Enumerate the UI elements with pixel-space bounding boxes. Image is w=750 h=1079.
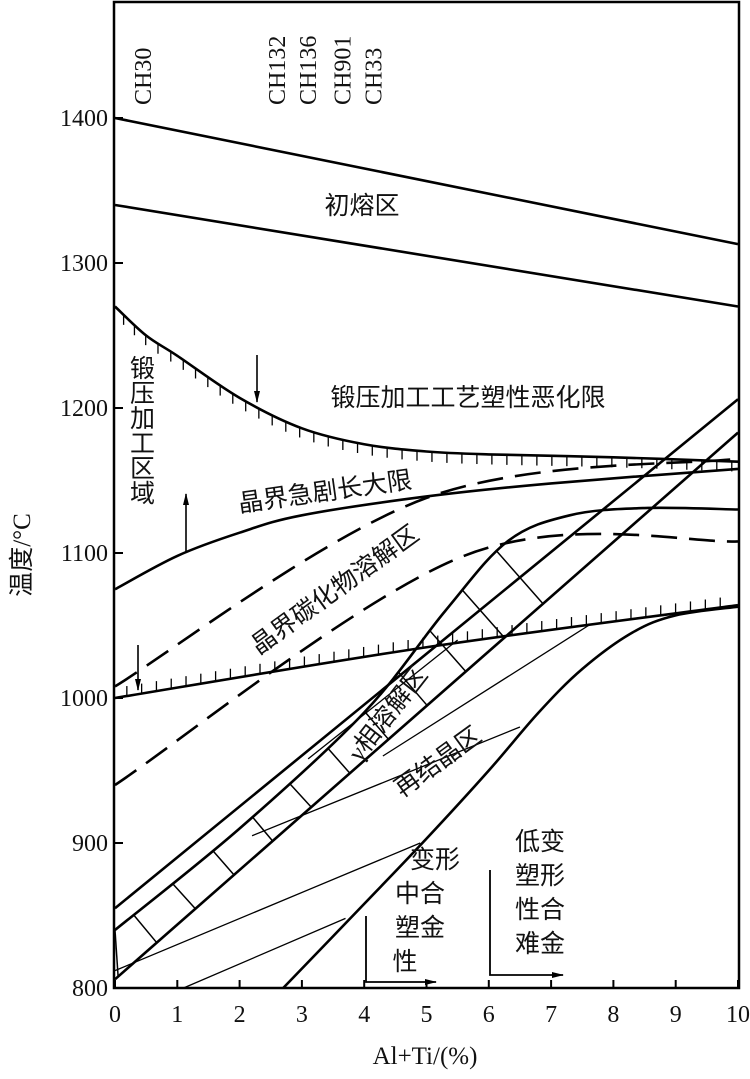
curve-gamma-prime-curve [114,506,739,932]
alloy-label: CH30 [131,48,157,105]
label-incipient-melting: 初熔区 [324,192,399,220]
x-tick-label: 10 [726,1002,750,1028]
label-gamma-prime: γ相溶解区 [342,662,433,768]
gamma-prime-hatch [397,671,428,706]
curve-recryst-thin-4 [382,624,589,757]
x-tick-label: 0 [109,1002,121,1028]
curve-recryst-thin-2 [183,917,346,989]
curve-gamma-prime-lower [114,431,739,981]
gamma-prime-hatch [252,816,274,842]
y-tick-label: 800 [72,976,108,1002]
label-medium-plasticity: 变形 中合 塑金 性 [392,846,460,976]
arrow-medium-plasticity [365,916,437,985]
y-tick-label: 1400 [60,106,108,132]
y-tick-label: 1200 [60,396,108,422]
x-tick-label: 6 [483,1002,495,1028]
alloy-label: CH33 [362,48,388,105]
svg-text:低变: 低变 [515,828,565,856]
curve-recryst-thin-5 [307,639,459,760]
curve-carbide-dissolution-lower [114,532,739,787]
x-tick-label: 1 [171,1002,183,1028]
y-tick-label: 1000 [60,686,108,712]
curve-recryst-thin-1 [114,842,421,972]
svg-text:塑金: 塑金 [395,914,445,942]
y-tick-label: 900 [72,831,108,857]
curve-carbide-dissolution-upper [114,457,739,688]
svg-text:性合: 性合 [515,896,565,924]
curve-incipient-melting-upper [114,116,739,246]
gamma-prime-hatch [461,589,505,639]
gamma-prime-hatch [133,914,158,944]
alloy-label: CH136 [296,36,322,105]
curve-carbide-line-1000 [114,603,739,700]
y-axis-label: 温度/°C [8,513,36,597]
x-axis-label: Al+Ti/(%) [373,1043,478,1070]
curve-recryst-thin-3 [251,726,521,837]
gamma-prime-hatch [212,850,235,876]
gamma-prime-hatch [172,883,196,910]
gamma-prime-hatch [289,783,312,808]
label-low-plasticity: 低变 塑形 性合 难金 [515,828,565,958]
x-tick-label: 4 [358,1002,370,1028]
gamma-prime-hatch [429,630,467,673]
x-tick-label: 9 [670,1002,682,1028]
gamma-prime-hatch [327,748,351,774]
alloy-label: CH901 [330,36,356,105]
x-tick-label: 7 [545,1002,557,1028]
curve-forging-plasticity-limit [114,305,739,463]
svg-text:中合: 中合 [395,880,445,908]
x-tick-label: 8 [607,1002,619,1028]
gamma-prime-hatch [114,929,119,977]
label-forging-limit: 锻压加工工艺塑性恶化限 [330,384,605,412]
svg-text:变形: 变形 [410,846,460,874]
x-tick-label: 5 [421,1002,433,1028]
y-tick-label: 1100 [61,541,108,567]
curve-grain-growth-limit [114,467,739,591]
x-tick-label: 3 [296,1002,308,1028]
gamma-prime-hatch [495,550,544,605]
label-forging-zone: 锻压加工区域 [127,355,156,505]
arrow-low-plasticity [489,870,564,978]
curve-recrystallization-boundary [282,605,739,989]
alloy-label: CH132 [265,36,291,105]
curve-incipient-melting-lower [114,203,739,308]
curve-gamma-prime-upper [114,398,739,910]
svg-text:塑形: 塑形 [515,862,565,890]
svg-text:难金: 难金 [515,930,565,958]
y-tick-label: 1300 [60,251,108,277]
svg-text:性: 性 [392,948,417,976]
gamma-prime-hatch [364,711,390,740]
x-tick-label: 2 [234,1002,246,1028]
